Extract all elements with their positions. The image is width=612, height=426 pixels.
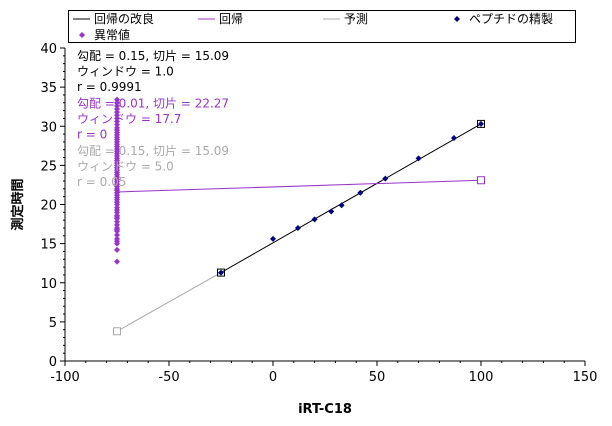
data-point-4-7 xyxy=(114,221,120,228)
legend-swatch-outliers xyxy=(79,32,85,38)
legend-item-peptides: ペプチドの精製 xyxy=(454,12,553,26)
data-point-4-54 xyxy=(114,102,120,109)
data-point-3-3 xyxy=(311,216,318,223)
y-tick-label-2: 10 xyxy=(40,277,57,292)
y-tick-label-5: 25 xyxy=(40,159,57,174)
legend-box xyxy=(68,10,576,43)
x-tick-label-3: 50 xyxy=(369,370,386,385)
data-point-4-49 xyxy=(114,118,120,125)
annotation-2-line-2: r = 0.05 xyxy=(77,175,126,189)
data-point-4-1 xyxy=(114,246,120,253)
annotation-2-line-0: 勾配 = 0.15, 切片 = 15.09 xyxy=(77,144,229,158)
data-point-4-55 xyxy=(114,99,120,106)
y-tick-label-3: 15 xyxy=(40,238,57,253)
boxed-marker-3-1 xyxy=(477,119,485,128)
legend-label-improved: 回帰の改良 xyxy=(94,11,154,26)
series-0 xyxy=(220,123,482,274)
data-point-4-0 xyxy=(114,258,120,265)
annotation-1-line-1: ウィンドウ = 17.7 xyxy=(77,112,181,126)
y-tick-label-8: 40 xyxy=(40,42,57,57)
y-tick-label-6: 30 xyxy=(40,120,57,135)
annotation-0-line-2: r = 0.9991 xyxy=(77,80,142,94)
series-line-2 xyxy=(116,272,222,332)
data-point-4-4 xyxy=(114,232,120,239)
data-point-3-5 xyxy=(338,202,345,209)
legend-label-outliers: 異常値 xyxy=(94,27,130,42)
data-point-4-52 xyxy=(114,109,120,116)
data-point-4-56 xyxy=(114,96,120,103)
data-point-3-2 xyxy=(294,224,301,231)
data-point-4-8 xyxy=(114,218,120,225)
x-tick-label-0: -100 xyxy=(50,370,80,385)
data-point-4-50 xyxy=(114,115,120,122)
series-line-0 xyxy=(220,123,482,274)
data-point-4-47 xyxy=(114,124,120,131)
annotation-2-line-1: ウィンドウ = 5.0 xyxy=(77,160,174,174)
legend-item-regression: 回帰 xyxy=(198,12,243,26)
data-point-3-6 xyxy=(357,189,364,196)
axes: 0 5 10 15 20 25 30 35 40 -100 -50 0 50 100 150 iRT-C18 測… xyxy=(10,42,597,417)
legend-item-improved: 回帰の改良 xyxy=(73,11,154,26)
series-4 xyxy=(114,96,120,265)
data-point-4-13 xyxy=(114,204,120,211)
series-line-1 xyxy=(116,179,482,193)
x-axis-title: iRT-C18 xyxy=(298,402,352,417)
data-point-3-10 xyxy=(478,120,484,127)
y-tick-label-1: 5 xyxy=(49,316,57,331)
annotation-1-line-2: r = 0 xyxy=(77,128,107,142)
x-tick-label-1: -50 xyxy=(158,370,179,385)
x-tick-label-5: 150 xyxy=(573,370,598,385)
endpoint-marker-2-0 xyxy=(113,327,121,336)
legend-label-regression: 回帰 xyxy=(219,12,243,26)
x-tick-label-2: 0 xyxy=(269,370,277,385)
y-tick-label-0: 0 xyxy=(49,355,57,370)
annotation-1-line-0: 勾配 = 0.01, 切片 = 22.27 xyxy=(77,97,229,111)
data-point-3-1 xyxy=(270,235,276,242)
data-point-3-0 xyxy=(218,269,224,276)
series-2 xyxy=(113,272,222,336)
plot-area xyxy=(113,96,485,336)
y-axis-title: 測定時間 xyxy=(10,178,26,230)
legend-item-outliers: 異常値 xyxy=(79,27,130,42)
legend-swatch-peptides xyxy=(454,16,460,22)
annotations: 勾配 = 0.15, 切片 = 15.09 ウィンドウ = 1.0r = 0.99… xyxy=(77,49,229,189)
data-point-3-7 xyxy=(382,175,389,182)
data-point-3-9 xyxy=(450,134,457,141)
data-point-4-51 xyxy=(114,112,120,119)
legend-label-predicted: 予測 xyxy=(344,12,368,26)
x-tick-label-4: 100 xyxy=(469,370,494,385)
data-point-4-59 xyxy=(114,214,120,221)
data-point-4-53 xyxy=(114,106,120,113)
data-point-3-8 xyxy=(415,155,422,162)
data-point-3-4 xyxy=(328,208,335,215)
legend-label-peptides: ペプチドの精製 xyxy=(469,12,553,26)
y-tick-label-7: 35 xyxy=(40,81,57,96)
endpoint-marker-1-0 xyxy=(477,176,485,185)
annotation-0-line-0: 勾配 = 0.15, 切片 = 15.09 xyxy=(77,49,229,63)
data-point-4-58 xyxy=(114,226,120,233)
series-3 xyxy=(217,119,485,277)
legend-item-predicted: 予測 xyxy=(323,12,368,26)
data-point-4-48 xyxy=(114,121,120,128)
boxed-marker-3-0 xyxy=(217,268,225,277)
data-point-4-57 xyxy=(114,238,120,245)
series-1 xyxy=(116,176,485,193)
y-tick-label-4: 20 xyxy=(40,199,57,214)
annotation-0-line-1: ウィンドウ = 1.0 xyxy=(77,65,174,79)
